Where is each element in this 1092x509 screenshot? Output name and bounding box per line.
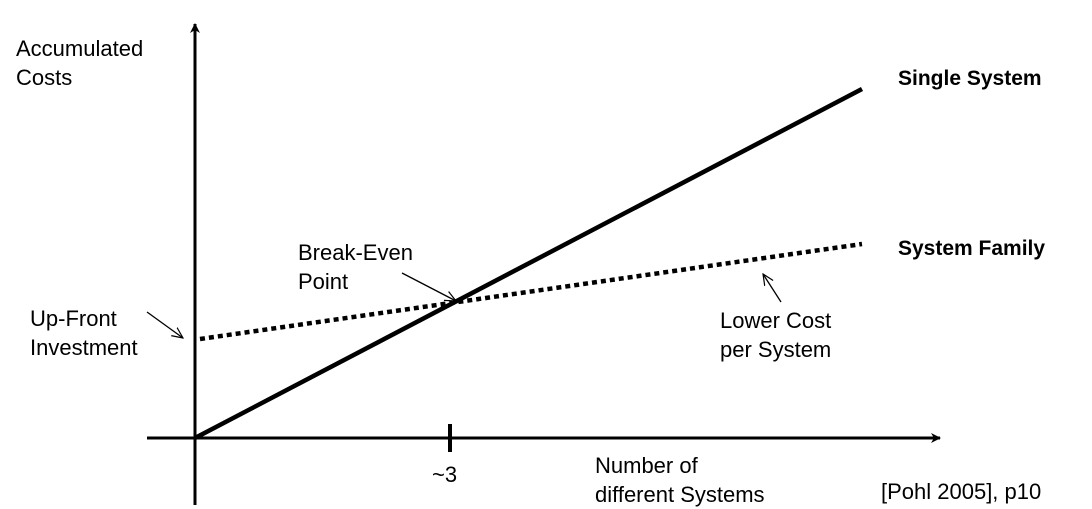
y-axis-label-line1: Accumulated — [16, 36, 144, 61]
citation: [Pohl 2005], p10 — [881, 479, 1042, 504]
up-front-line1: Up-Front — [30, 306, 117, 331]
break-even-line1: Break-Even — [298, 240, 413, 265]
x-axis-label-line1: Number of — [595, 453, 698, 478]
break-even-arrow — [401, 272, 456, 301]
lower-cost-line2: per System — [720, 337, 832, 362]
single-system-line — [193, 87, 864, 440]
single-system-label: Single System — [898, 67, 1042, 90]
system-family-label: System Family — [898, 237, 1046, 260]
up-front-line2: Investment — [30, 335, 138, 360]
y-axis-label: Accumulated Costs — [16, 34, 143, 92]
lower-cost-label: Lower Cost per System — [720, 306, 831, 364]
up-front-label: Up-Front Investment — [30, 304, 138, 362]
x-tick-label: ~3 — [432, 462, 458, 487]
up-front-arrow — [146, 311, 183, 338]
lower-cost-line1: Lower Cost — [720, 308, 832, 333]
x-axis-label: Number of different Systems — [595, 451, 765, 509]
y-axis-label-line2: Costs — [16, 65, 73, 90]
break-even-label: Break-Even Point — [298, 238, 413, 296]
break-even-line2: Point — [298, 269, 349, 294]
x-axis-label-line2: different Systems — [595, 482, 765, 507]
system-family-line — [199, 241, 863, 342]
lower-cost-arrow — [763, 274, 782, 303]
